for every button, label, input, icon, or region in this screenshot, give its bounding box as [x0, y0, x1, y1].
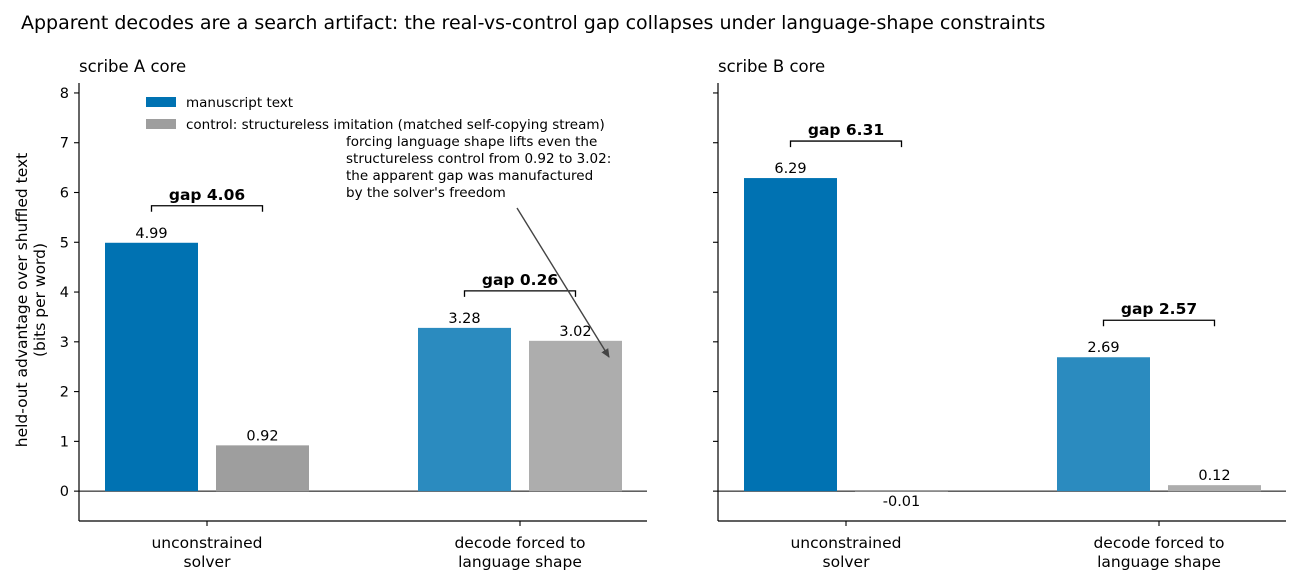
y-axis-title-line2: (bits per word)	[31, 243, 49, 357]
y-tick-label: 3	[60, 335, 69, 351]
bar-real	[744, 178, 837, 492]
panel-title: scribe B core	[718, 57, 825, 76]
bar-value-label: 3.02	[559, 324, 591, 340]
x-tick-label: decode forced to	[1093, 534, 1224, 552]
annotation-arrow	[516, 207, 610, 358]
y-tick-label: 8	[60, 86, 69, 102]
panel-scribe-a: scribe A core 0 1 2 3 4 5 6 7 8 unconstrainedsolve…	[60, 57, 647, 571]
gap-label: gap 0.26	[482, 271, 558, 289]
bar-control	[216, 445, 309, 492]
gap-bracket	[1102, 319, 1216, 327]
gap-bracket	[150, 205, 264, 212]
x-tick-label: decode forced to	[454, 534, 585, 552]
annotation-line-2: structureless control from 0.92 to 3.02:	[346, 151, 611, 167]
gap-label: gap 2.57	[1121, 300, 1197, 318]
bar-value-label: 0.92	[246, 428, 278, 444]
gap-bracket	[463, 290, 577, 297]
panel-title: scribe A core	[79, 57, 186, 76]
bar-real	[105, 242, 198, 492]
legend-label-real: manuscript text	[186, 95, 293, 111]
x-tick-label: language shape	[1097, 553, 1221, 571]
bar-value-label: 3.28	[448, 311, 480, 327]
legend-swatch-control	[146, 119, 176, 129]
annotation: forcing language shape lifts even the st…	[346, 134, 611, 358]
y-tick-label: 4	[60, 285, 69, 301]
bar-value-label: 4.99	[135, 226, 167, 242]
bar-value-label: 0.12	[1198, 468, 1230, 484]
x-tick-label: language shape	[458, 553, 582, 571]
legend-label-control: control: structureless imitation (matche…	[186, 117, 605, 133]
gap-bracket	[789, 140, 903, 148]
annotation-line-1: forcing language shape lifts even the	[346, 134, 597, 150]
gap-label: gap 6.31	[808, 121, 884, 139]
bar-real	[418, 327, 511, 492]
x-tick-label: solver	[184, 553, 232, 571]
bar-real	[1057, 357, 1150, 492]
legend-swatch-real	[146, 97, 176, 107]
y-axis-title-line1: held-out advantage over shuffled text	[13, 153, 31, 448]
gap-label: gap 4.06	[169, 186, 245, 204]
bar-control	[529, 340, 622, 492]
y-axis-title: held-out advantage over shuffled text (b…	[13, 153, 49, 448]
legend: manuscript text control: structureless i…	[146, 95, 605, 133]
bar-control	[1168, 485, 1261, 492]
y-tick-label: 5	[60, 235, 69, 251]
bar-value-label: 6.29	[774, 161, 806, 177]
bar-value-label: -0.01	[883, 494, 921, 510]
x-tick-label: unconstrained	[151, 534, 262, 552]
annotation-line-4: by the solver's freedom	[346, 185, 506, 201]
y-tick-label: 0	[60, 484, 69, 500]
x-tick-label: solver	[823, 553, 871, 571]
bar-control	[855, 491, 948, 492]
annotation-line-3: the apparent gap was manufactured	[346, 168, 593, 184]
bar-value-label: 2.69	[1087, 340, 1119, 356]
y-tick-label: 7	[60, 136, 69, 152]
x-tick-label: unconstrained	[790, 534, 901, 552]
y-tick-label: 2	[60, 385, 69, 401]
y-tick-label: 1	[60, 434, 69, 450]
y-tick-label: 6	[60, 186, 69, 202]
figure-title: Apparent decodes are a search artifact: …	[21, 12, 1045, 34]
